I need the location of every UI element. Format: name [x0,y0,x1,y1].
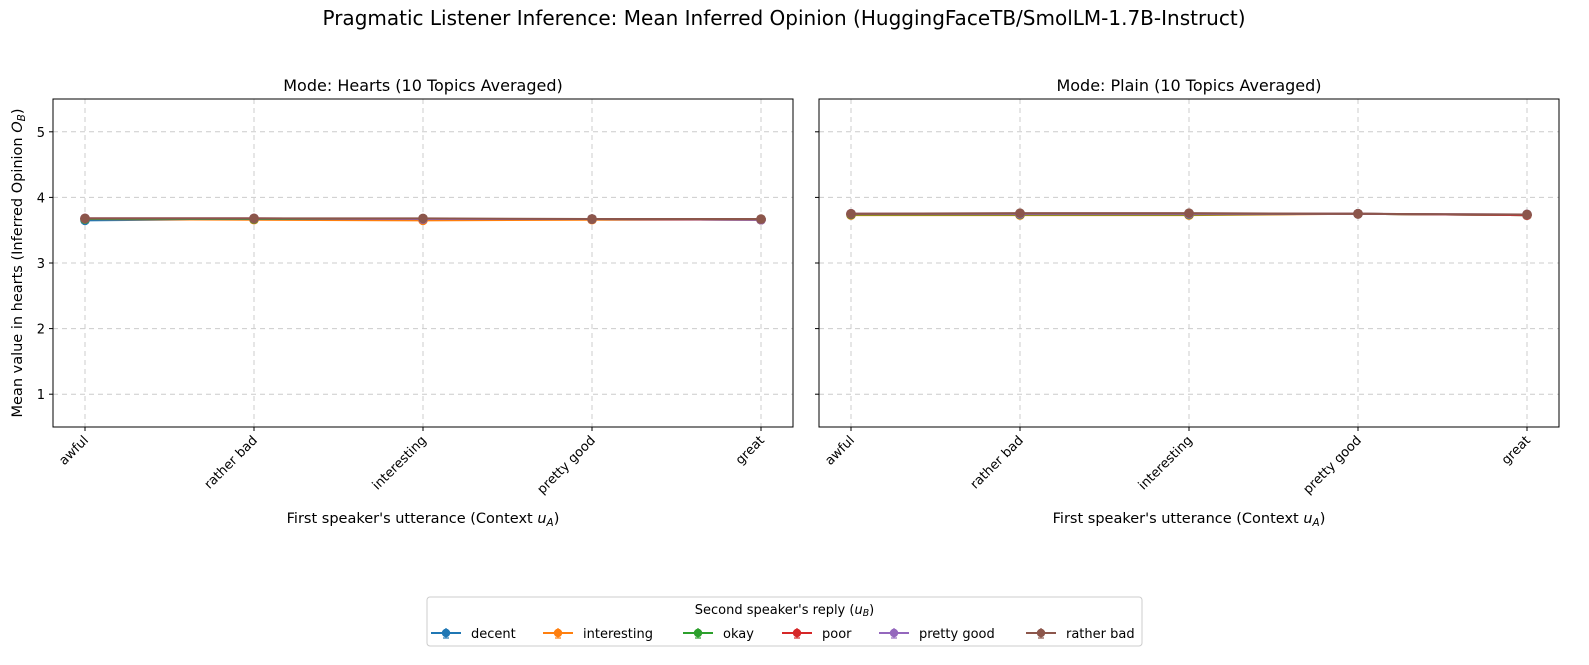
legend-marker [1036,628,1046,638]
data-point [80,213,90,224]
legend-label: rather bad [1066,627,1135,642]
grid [53,99,793,427]
legend-item: okay [683,627,754,642]
legend-box [426,596,1143,647]
legend-item: rather bad [1026,627,1135,642]
legend-marker [792,628,802,638]
y-tick-label: 3 [37,257,45,272]
series-rather-bad [846,208,1532,220]
legend-label: poor [822,627,852,642]
y-tick-label: 2 [37,323,45,338]
data-point [418,213,428,224]
legend-item: interesting [543,627,653,642]
x-axis-label: First speaker's utterance (Context uA) [1053,511,1326,529]
figure-title: Pragmatic Listener Inference: Mean Infer… [323,6,1246,30]
data-point [587,214,597,224]
y-tick-label: 1 [37,388,45,403]
legend-label: decent [471,627,516,642]
legend-marker [693,628,703,638]
y-axis-label: Mean value in hearts (Inferred Opinion O… [10,109,28,418]
legend-marker [553,628,563,638]
data-point [846,209,856,219]
data-point [249,213,259,224]
legend-label: pretty good [919,627,995,642]
data-point [756,214,766,224]
x-axis-label: First speaker's utterance (Context uA) [287,511,560,529]
legend-label: interesting [583,627,653,642]
legend-marker [441,628,451,638]
panel-title: Mode: Hearts (10 Topics Averaged) [283,76,562,95]
data-point [1015,208,1025,218]
y-tick-label: 4 [37,191,45,206]
data-point [1522,209,1532,220]
legend-marker [889,628,899,638]
legend: Second speaker's reply (uB) decent interes… [426,596,1143,647]
legend-item: poor [782,627,852,642]
y-tick-label: 5 [37,126,45,141]
panel-title: Mode: Plain (10 Topics Averaged) [1056,76,1321,95]
grid [819,99,1559,427]
legend-item: pretty good [879,627,995,642]
series-rather-bad [80,213,766,224]
data-point [1184,208,1194,218]
legend-title: Second speaker's reply (uB) [695,603,874,619]
legend-label: okay [723,627,754,642]
data-point [1353,209,1363,219]
legend-item: decent [431,627,516,642]
